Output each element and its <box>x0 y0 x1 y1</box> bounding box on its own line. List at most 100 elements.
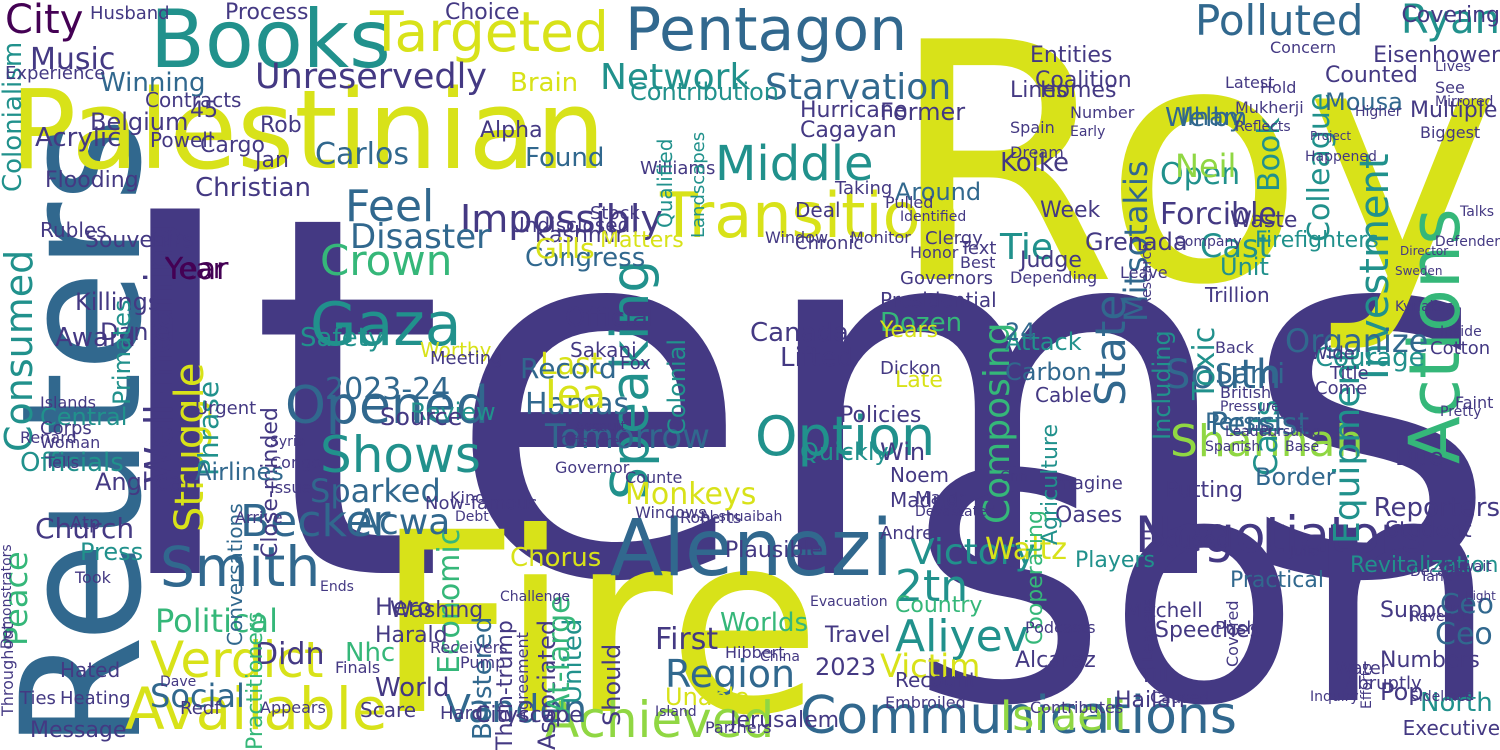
word-leaders: Leaders <box>1138 598 1157 663</box>
word-defender: Defender <box>1434 234 1500 250</box>
word-polluted: Polluted <box>1195 0 1364 45</box>
word-tells: Tells <box>45 453 80 472</box>
word-oases: Oases <box>1055 503 1123 528</box>
word-players: Players <box>1075 548 1155 573</box>
word-pump: Pump <box>460 653 506 672</box>
word-fire: Fire <box>375 479 822 750</box>
word-imagine: Imagine <box>1050 473 1123 494</box>
word-qualified: Qualified <box>653 138 677 228</box>
word-covering: Covering <box>1401 3 1500 28</box>
word-network: Network <box>600 57 751 98</box>
word-lives: Lives <box>1435 59 1471 75</box>
word-primates: Primates <box>108 299 136 406</box>
word-wide: Wide <box>1310 343 1355 364</box>
word-latest: Latest <box>1225 73 1275 92</box>
word-director: Director <box>1400 244 1449 258</box>
word-text: Text <box>960 238 997 259</box>
word-al-shuaibah: Al-shuaibah <box>700 509 783 525</box>
word-should: Should <box>598 644 626 727</box>
word-hold: Hold <box>1260 78 1297 97</box>
word-jerusalem: Jerusalem <box>730 708 840 733</box>
word-alenezi: Alenezi <box>610 504 894 594</box>
word-washing: Washing <box>390 598 484 623</box>
word-homes: Homes <box>1040 78 1117 103</box>
word-issue: Issue <box>270 478 312 497</box>
word-noem: Noem <box>890 463 949 487</box>
word-jan: Jan <box>255 148 289 173</box>
word-disaster: Disaster <box>350 217 491 257</box>
word-meeting: Meeting <box>430 348 503 369</box>
word-company: Company <box>1175 234 1242 250</box>
word-best: Best <box>960 253 996 272</box>
word-water: Water <box>1335 658 1389 679</box>
word-sami: Sami <box>1215 357 1285 390</box>
word-airlines: Airlines <box>195 458 284 486</box>
word-kind: Kind <box>450 488 486 507</box>
word-carbon: Carbon <box>1005 358 1092 386</box>
word-ceo: Ceo <box>1440 587 1494 620</box>
word-safety: Safety <box>300 323 384 353</box>
word-2tn: 2tn <box>895 561 969 612</box>
word-books: Books <box>150 0 391 86</box>
word-killings: Killings <box>75 288 161 316</box>
word-ryan: Ryan <box>1400 0 1500 43</box>
word-landscapes: Landscapes <box>688 131 709 238</box>
word-winning: Winning <box>100 68 206 98</box>
word-tank: Tank <box>1420 569 1452 585</box>
word-identified: Identified <box>900 209 967 225</box>
word-mirrored: Mirrored <box>1435 94 1494 110</box>
word-appears: Appears <box>260 698 326 717</box>
word-cagayan: Cagayan <box>800 118 897 143</box>
word-grenada: Grenada <box>1085 228 1188 256</box>
word-central: Central <box>40 403 128 431</box>
word-redf: Redf <box>180 698 221 719</box>
word-carlos: Carlos <box>315 137 409 172</box>
word-receivers: Receivers <box>430 638 508 657</box>
word-sparked: Sparked <box>310 472 441 510</box>
word-sweden: Sweden <box>1395 264 1443 278</box>
word-contracts: Contracts <box>145 88 242 112</box>
word-2023-24: 2023-24 <box>325 372 451 407</box>
word-renard: Renard <box>20 428 77 447</box>
word-fox: Fox <box>620 353 651 374</box>
word-hamas: Hamas <box>525 387 630 422</box>
word-crown: Crown <box>320 236 453 285</box>
word-south: South <box>1165 352 1282 398</box>
word-shows: Shows <box>320 426 481 484</box>
word-early: Early <box>1070 124 1106 140</box>
word-due: Due <box>1395 443 1444 471</box>
word-music: Music <box>30 42 116 77</box>
word-kashmir: Kashmir <box>535 223 625 248</box>
word-koike: Koike <box>1000 148 1070 178</box>
word-roy: Roy <box>888 0 1500 357</box>
word-abruptly: Abruptly <box>1345 673 1422 694</box>
word-palestinian: Palestinian <box>10 66 606 194</box>
word-hard: Hard <box>440 703 484 724</box>
word-alcaraz: Alcaraz <box>1015 648 1096 673</box>
word-congo: Congo <box>270 453 322 472</box>
word-rubles: Rubles <box>40 218 107 242</box>
word-policies: Policies <box>840 403 922 428</box>
word-counted: Counted <box>1325 63 1418 88</box>
word-tie: Tie <box>1000 227 1054 268</box>
word-assault: Assault <box>575 419 626 435</box>
word-arrive: Arrive <box>235 508 283 527</box>
word-gills: Gills <box>535 232 595 265</box>
word-message: Message <box>30 718 127 743</box>
word-christian: Christian <box>195 173 311 203</box>
word-finals: Finals <box>335 658 381 677</box>
word-inside: Inside <box>1440 324 1482 340</box>
word-pretty: Pretty <box>1440 404 1482 420</box>
word-speeches: Speeches <box>1155 618 1262 643</box>
word-unreservedly: Unreservedly <box>255 57 488 97</box>
word-quickly: Quickly <box>800 438 889 466</box>
word-persist: Persist <box>1210 407 1310 442</box>
word-nhc: Nhc <box>345 638 396 668</box>
word-verdict: Verdict <box>150 631 324 689</box>
word-years: Years <box>880 318 939 343</box>
word-kuwait: Kuwait <box>1445 559 1492 575</box>
word-victory: Victory <box>910 532 1036 573</box>
word-andre: Andre <box>880 523 934 544</box>
word-demonstrators: Demonstrators <box>0 544 15 650</box>
